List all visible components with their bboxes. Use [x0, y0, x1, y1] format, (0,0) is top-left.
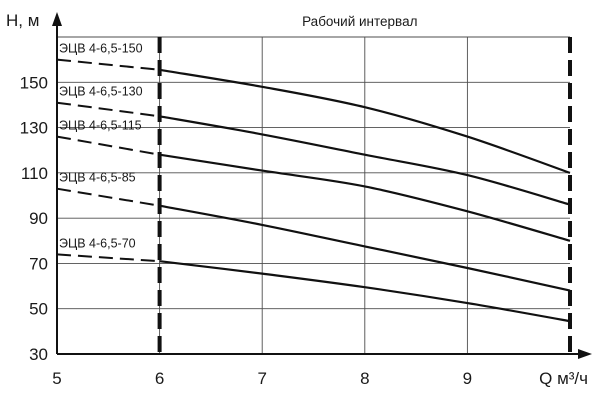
curve-dashed-2	[56, 135, 160, 156]
x-tick-label-1: 6	[155, 369, 164, 388]
y-tick-label-6: 150	[20, 73, 48, 92]
curve-dashed-4	[56, 253, 160, 263]
curve-dashed-1	[56, 101, 160, 118]
y-axis-title: H, м	[6, 11, 39, 30]
series-label-1: ЭЦВ 4-6,5-130	[59, 85, 143, 99]
y-tick-label-3: 90	[29, 209, 48, 228]
curve-solid-3	[159, 204, 571, 292]
series-label-4: ЭЦВ 4-6,5-70	[59, 236, 136, 250]
y-tick-label-4: 110	[21, 164, 48, 183]
y-tick-label-5: 130	[20, 119, 48, 138]
working-interval-label: Рабочий интервал	[302, 14, 417, 29]
y-tick-label-2: 70	[29, 254, 48, 273]
labels-layer: ЭЦВ 4-6,5-150 ЭЦВ 4-6,5-130 ЭЦВ 4-6,5-115 Э…	[6, 11, 588, 388]
y-tick-label-1: 50	[29, 300, 48, 319]
x-tick-label-2: 7	[257, 369, 266, 388]
curve-dashed-3	[56, 187, 160, 207]
working-interval-layer	[157, 37, 572, 354]
x-axis-title: Q м³/ч	[539, 369, 588, 388]
axes-layer	[52, 12, 592, 359]
y-tick-label-0: 30	[29, 345, 48, 364]
x-tick-label-3: 8	[360, 369, 369, 388]
curve-solid-0	[159, 68, 571, 174]
y-axis-arrow	[52, 12, 62, 26]
series-label-2: ЭЦВ 4-6,5-115	[59, 119, 142, 133]
curve-dashed-0	[56, 58, 160, 71]
x-tick-label-0: 5	[52, 369, 61, 388]
x-tick-label-4: 9	[463, 369, 472, 388]
series-label-0: ЭЦВ 4-6,5-150	[59, 42, 143, 56]
curve-solid-1	[159, 115, 571, 206]
x-axis-arrow	[578, 349, 592, 359]
curve-solid-2	[159, 153, 571, 242]
curves-layer	[56, 58, 571, 323]
series-label-3: ЭЦВ 4-6,5-85	[59, 171, 136, 185]
grid-layer	[57, 36, 570, 354]
curve-solid-4	[159, 260, 571, 323]
